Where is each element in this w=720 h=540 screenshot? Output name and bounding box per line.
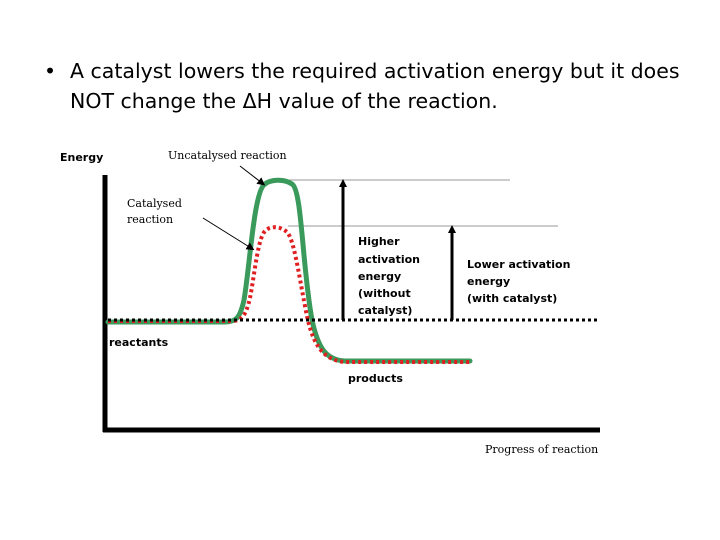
higher-activation-label: Higher activation energy (without cataly…: [358, 235, 424, 317]
lower-activation-label: Lower activation energy (with catalyst): [467, 258, 574, 305]
catalysed-pointer: [202, 217, 255, 251]
products-label: products: [348, 372, 403, 385]
catalysed-label: Catalysed reaction: [127, 197, 185, 226]
y-axis-label: Energy: [60, 151, 103, 164]
uncatalysed-label: Uncatalysed reaction: [168, 149, 287, 162]
bullet-text: A catalyst lowers the required activatio…: [70, 59, 680, 113]
bullet-marker: •: [44, 59, 57, 83]
bullet-point: • A catalyst lowers the required activat…: [44, 56, 684, 116]
catalysed-curve: [108, 225, 470, 364]
x-axis-label: Progress of reaction: [485, 443, 598, 456]
reactants-label: reactants: [109, 336, 169, 349]
uncatalysed-pointer: [239, 165, 266, 186]
